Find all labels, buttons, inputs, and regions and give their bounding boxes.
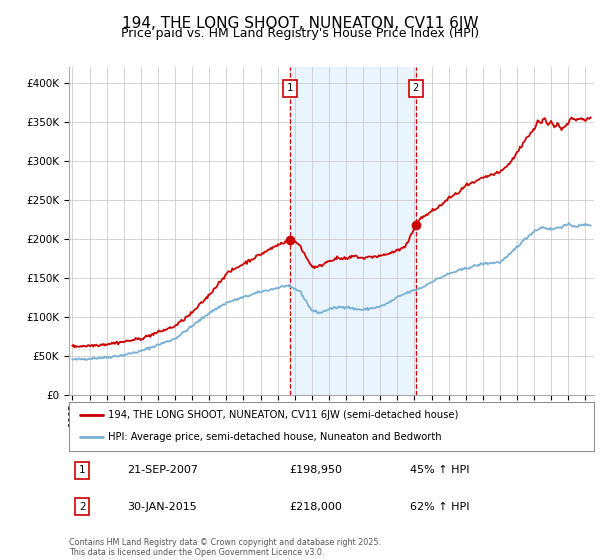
Text: 30-JAN-2015: 30-JAN-2015 (127, 502, 197, 511)
Text: £218,000: £218,000 (290, 502, 343, 511)
Text: 1: 1 (287, 83, 293, 94)
Text: 2: 2 (413, 83, 419, 94)
Text: £198,950: £198,950 (290, 465, 343, 475)
Text: 45% ↑ HPI: 45% ↑ HPI (410, 465, 470, 475)
Text: 194, THE LONG SHOOT, NUNEATON, CV11 6JW (semi-detached house): 194, THE LONG SHOOT, NUNEATON, CV11 6JW … (109, 410, 459, 420)
Text: 194, THE LONG SHOOT, NUNEATON, CV11 6JW: 194, THE LONG SHOOT, NUNEATON, CV11 6JW (122, 16, 478, 31)
Text: 2: 2 (79, 502, 85, 511)
Text: 21-SEP-2007: 21-SEP-2007 (127, 465, 198, 475)
Text: Price paid vs. HM Land Registry's House Price Index (HPI): Price paid vs. HM Land Registry's House … (121, 27, 479, 40)
Text: 62% ↑ HPI: 62% ↑ HPI (410, 502, 470, 511)
Text: 1: 1 (79, 465, 85, 475)
Bar (290, 67, 416, 395)
Text: Contains HM Land Registry data © Crown copyright and database right 2025.
This d: Contains HM Land Registry data © Crown c… (69, 538, 381, 557)
Text: HPI: Average price, semi-detached house, Nuneaton and Bedworth: HPI: Average price, semi-detached house,… (109, 432, 442, 442)
